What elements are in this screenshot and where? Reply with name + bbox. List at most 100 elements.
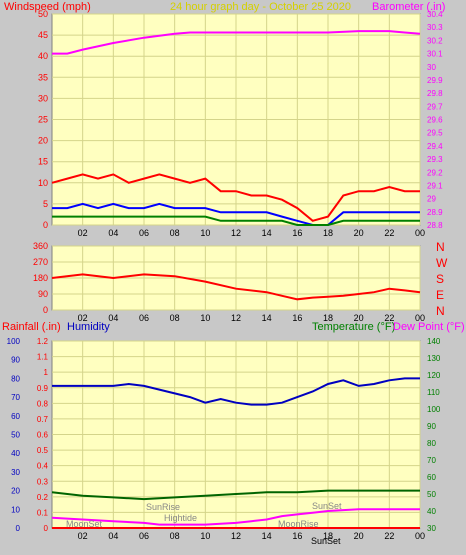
y-tick-label-right: 130 <box>427 354 441 363</box>
x-tick-label: 10 <box>200 228 210 238</box>
x-tick-label: 00 <box>415 313 425 323</box>
y-tick-label-left: 0.2 <box>37 493 49 502</box>
x-tick-label: 18 <box>323 228 333 238</box>
sunset-axis-label: SunSet <box>311 536 341 546</box>
humidity-tick-label: 0 <box>16 524 21 533</box>
x-tick-label: 18 <box>323 531 333 541</box>
y-tick-label-right: 40 <box>427 507 436 516</box>
x-tick-label: 16 <box>292 228 302 238</box>
y-tick-label-left: 0.7 <box>37 415 49 424</box>
x-tick-label: 22 <box>384 313 394 323</box>
y-tick-label-right: 30.3 <box>427 23 443 32</box>
x-tick-label: 02 <box>78 228 88 238</box>
x-tick-label: 18 <box>323 313 333 323</box>
compass-label: W <box>436 256 448 270</box>
direction-series-line <box>51 273 421 301</box>
x-tick-label: 06 <box>139 531 149 541</box>
y-tick-label-left: 0 <box>44 524 49 533</box>
y-tick-label-left: 0.1 <box>37 508 49 517</box>
dew-point-series-line <box>51 508 420 526</box>
humidity-axis-title: Humidity <box>67 321 110 333</box>
humidity-tick-label: 30 <box>11 468 20 477</box>
humidity-tick-label: 10 <box>11 505 20 514</box>
y-tick-label-left: 0 <box>43 305 48 315</box>
wind-gust-series-line <box>51 173 420 222</box>
rainfall-axis-title: Rainfall (.in) <box>2 321 61 333</box>
y-tick-label-right: 30 <box>427 524 436 533</box>
temperature-series-line <box>51 489 420 501</box>
axis-labels: 0510152025303540455028.828.92929.129.229… <box>7 9 448 541</box>
y-tick-label-left: 0.3 <box>37 477 49 486</box>
y-tick-label-left: 1.2 <box>37 337 49 346</box>
compass-label: N <box>436 240 445 254</box>
x-tick-label: 04 <box>108 531 118 541</box>
grid-lines <box>52 13 421 529</box>
x-tick-label: 00 <box>415 228 425 238</box>
humidity-tick-label: 80 <box>11 374 20 383</box>
x-tick-label: 14 <box>262 313 272 323</box>
y-tick-label-left: 20 <box>38 136 48 146</box>
x-tick-label: 14 <box>262 531 272 541</box>
y-tick-label-right: 29.6 <box>427 116 443 125</box>
y-tick-label-right: 50 <box>427 490 436 499</box>
y-tick-label-left: 1.1 <box>37 353 49 362</box>
x-tick-label: 20 <box>354 531 364 541</box>
y-tick-label-right: 70 <box>427 456 436 465</box>
humidity-tick-label: 40 <box>11 449 20 458</box>
temperature-axis-title: Temperature (°F) <box>312 321 395 333</box>
y-tick-label-right: 110 <box>427 388 440 397</box>
y-tick-label-left: 50 <box>38 9 48 19</box>
hightide-annotation: Hightide <box>164 513 197 523</box>
x-tick-label: 08 <box>170 531 180 541</box>
y-tick-label-left: 0.9 <box>37 384 49 393</box>
x-tick-label: 12 <box>231 531 241 541</box>
humidity-tick-label: 90 <box>11 356 20 365</box>
y-tick-label-left: 180 <box>33 273 48 283</box>
y-tick-label-right: 28.9 <box>427 208 443 217</box>
y-tick-label-right: 28.8 <box>427 221 443 230</box>
y-tick-label-left: 1 <box>44 368 49 377</box>
y-tick-label-right: 29.4 <box>427 142 443 151</box>
y-tick-label-left: 0.5 <box>37 446 49 455</box>
humidity-tick-label: 60 <box>11 412 20 421</box>
y-tick-label-right: 80 <box>427 439 436 448</box>
moonrise-annotation: MoonRise <box>278 519 319 529</box>
humidity-tick-label: 100 <box>7 337 21 346</box>
wind-speed-series-line <box>52 215 420 226</box>
y-tick-label-left: 15 <box>38 157 48 167</box>
x-tick-label: 20 <box>354 228 364 238</box>
x-tick-label: 22 <box>384 531 394 541</box>
y-tick-label-right: 140 <box>427 337 441 346</box>
y-tick-label-right: 30 <box>427 63 436 72</box>
y-tick-label-left: 35 <box>38 72 48 82</box>
y-tick-label-right: 29.9 <box>427 76 443 85</box>
y-tick-label-left: 25 <box>38 115 48 125</box>
y-tick-label-right: 29.8 <box>427 89 443 98</box>
series-layer <box>51 30 421 529</box>
y-tick-label-right: 29.2 <box>427 168 443 177</box>
compass-label: E <box>436 288 444 302</box>
humidity-tick-label: 20 <box>11 487 20 496</box>
x-tick-label: 10 <box>200 313 210 323</box>
y-tick-label-left: 90 <box>38 289 48 299</box>
y-tick-label-right: 30.4 <box>427 10 443 19</box>
x-tick-label: 08 <box>170 313 180 323</box>
chart-title: 24 hour graph day - October 25 2020 <box>170 1 351 13</box>
y-tick-label-right: 29.5 <box>427 129 443 138</box>
windspeed-axis-title: Windspeed (mph) <box>4 1 91 13</box>
barometer-series-line <box>52 30 421 55</box>
x-tick-label: 02 <box>78 313 88 323</box>
y-tick-label-left: 0.8 <box>37 399 49 408</box>
x-tick-label: 10 <box>200 531 210 541</box>
y-tick-label-right: 30.2 <box>427 36 443 45</box>
y-tick-label-left: 10 <box>38 178 48 188</box>
y-tick-label-left: 270 <box>33 257 48 267</box>
compass-label: S <box>436 272 444 286</box>
x-tick-label: 04 <box>108 313 118 323</box>
humidity-series-line <box>52 377 420 406</box>
sunset-annotation: SunSet <box>312 501 342 511</box>
x-tick-label: 16 <box>292 531 302 541</box>
x-tick-label: 20 <box>354 313 364 323</box>
